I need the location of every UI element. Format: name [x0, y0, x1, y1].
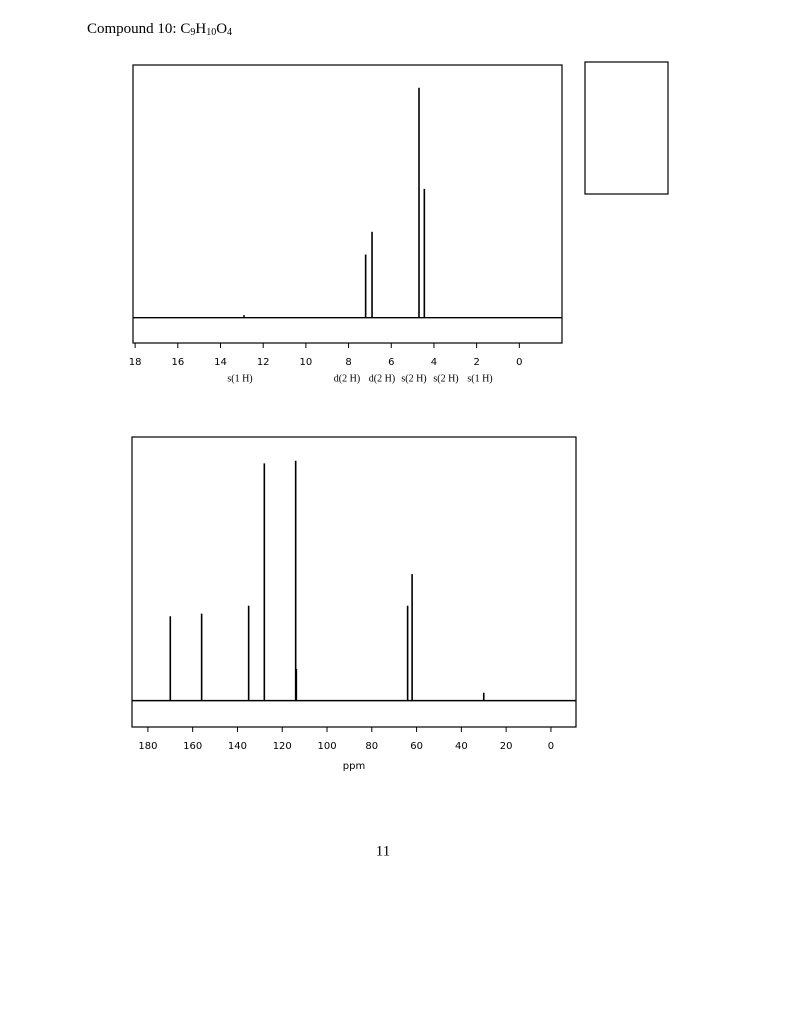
x-tick-label: 60 — [410, 741, 423, 752]
x-tick-label: 160 — [183, 741, 202, 752]
multiplicity-label: s(1 H) — [227, 373, 252, 384]
x-tick-label: 140 — [228, 741, 247, 752]
subscript: 9 — [190, 27, 195, 38]
x-tick-label: 180 — [138, 741, 157, 752]
multiplicity-label: s(2 H) — [401, 373, 426, 384]
answer-box — [584, 61, 669, 195]
title-text: O — [216, 21, 227, 37]
title-text: Compound 10: C — [87, 21, 190, 37]
x-tick-label: 100 — [317, 741, 336, 752]
x-tick-label: 40 — [455, 741, 468, 752]
plot-frame — [132, 64, 563, 344]
subscript: 4 — [227, 27, 232, 38]
x-tick-label: 10 — [300, 357, 313, 368]
page-title: Compound 10: C9H10O4 — [87, 21, 232, 38]
title-text: H — [195, 21, 206, 37]
x-tick-label: 6 — [388, 357, 394, 368]
multiplicity-label: d(2 H) — [334, 373, 360, 384]
multiplicity-label: s(2 H) — [433, 373, 458, 384]
x-tick-label: 0 — [548, 741, 554, 752]
x-tick-label: 2 — [473, 357, 479, 368]
x-tick-label: 120 — [273, 741, 292, 752]
x-tick-label: 12 — [257, 357, 270, 368]
x-tick-label: 20 — [500, 741, 513, 752]
x-tick-label: 16 — [171, 357, 184, 368]
multiplicity-label: s(1 H) — [467, 373, 492, 384]
plot-frame — [131, 436, 577, 728]
subscript: 10 — [206, 27, 216, 38]
page-number: 11 — [376, 843, 390, 859]
multiplicity-label: d(2 H) — [369, 373, 395, 384]
x-tick-label: 18 — [129, 357, 142, 368]
x-tick-label: 8 — [345, 357, 351, 368]
x-tick-label: 0 — [516, 357, 522, 368]
x-axis-label: ppm — [343, 761, 365, 772]
x-tick-label: 14 — [214, 357, 227, 368]
x-tick-label: 80 — [365, 741, 378, 752]
x-tick-label: 4 — [431, 357, 437, 368]
